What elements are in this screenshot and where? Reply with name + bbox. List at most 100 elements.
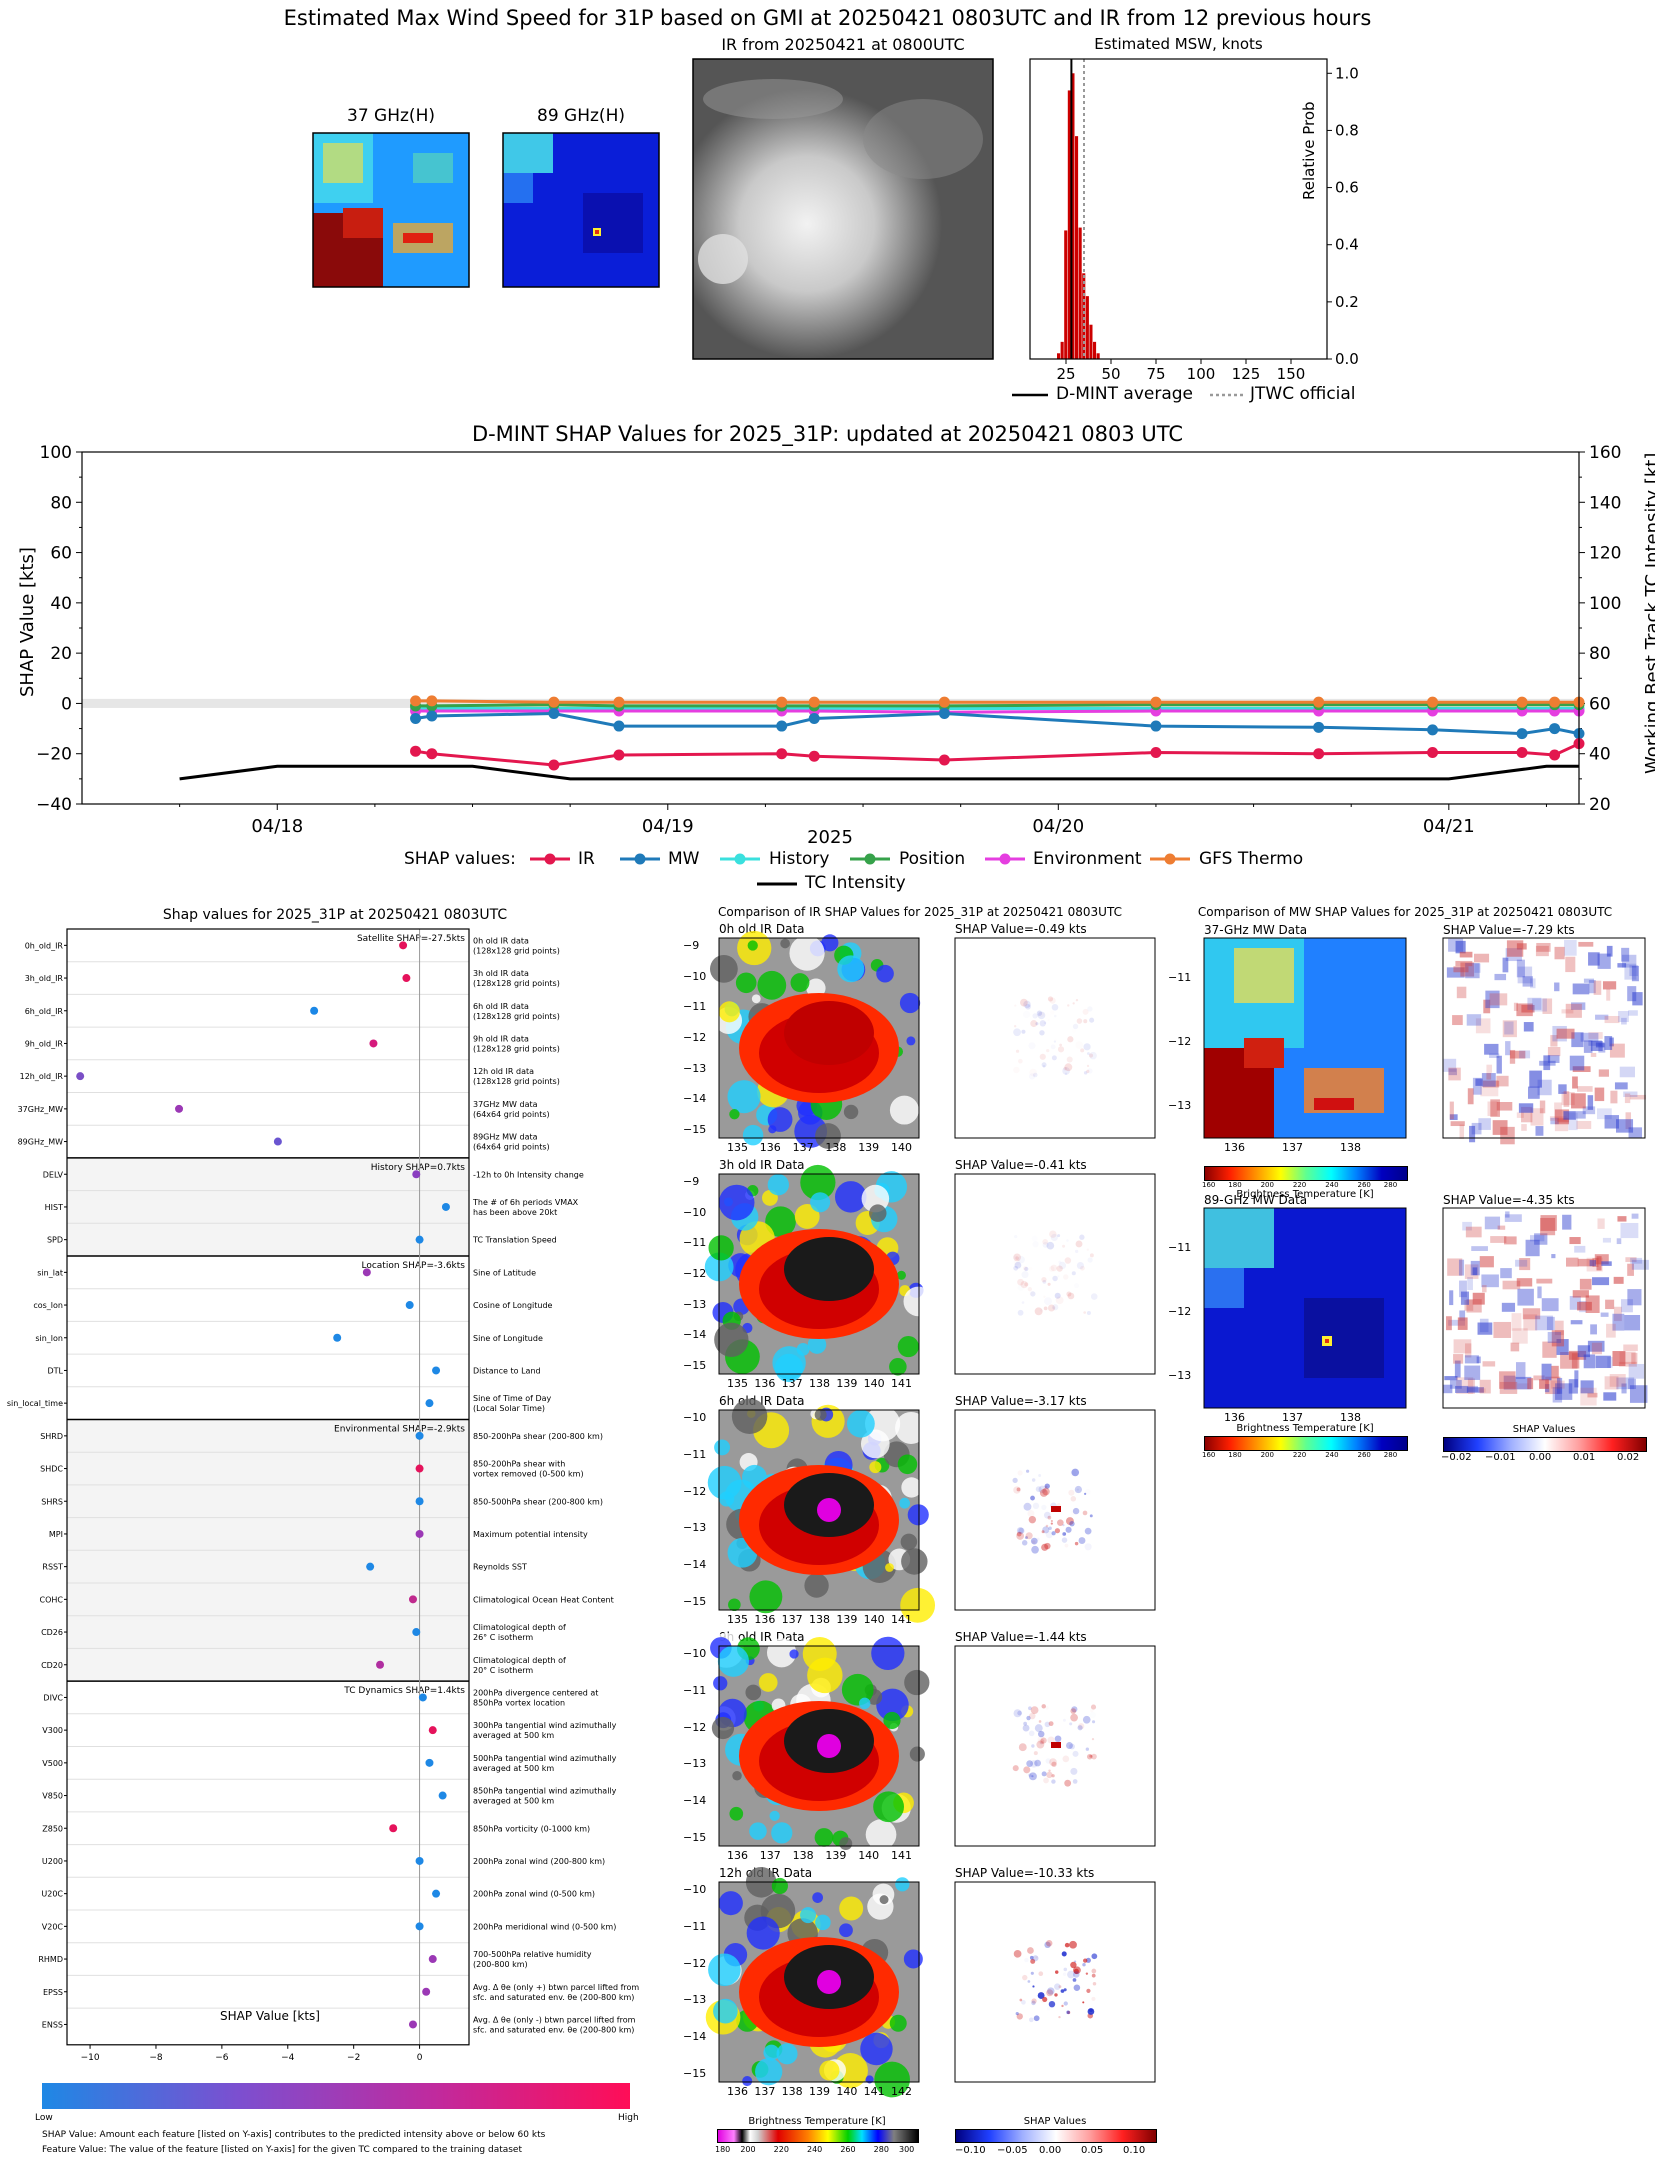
mw-shap-blob [1503, 1375, 1516, 1390]
mw-shap-blob [1612, 1351, 1626, 1367]
shap-speck [1065, 1544, 1069, 1548]
shap-speck [1023, 1266, 1028, 1271]
mw-shap-blob [1471, 1122, 1482, 1135]
shap-speck [1030, 1020, 1038, 1028]
shap-speck [1041, 1062, 1047, 1068]
ir-xtick-label: 139 [825, 1849, 847, 1862]
shap-speck [1071, 1706, 1078, 1713]
ir-cb-tick: 260 [840, 2145, 856, 2154]
shap-speck [1080, 1265, 1085, 1271]
shap-speck [1042, 1241, 1049, 1248]
bar-xtick-label: −2 [347, 2053, 360, 2063]
shap-speck [1047, 1304, 1055, 1312]
mw-shap-blob [1510, 1050, 1526, 1059]
ir-ytick-label: −12 [683, 1267, 707, 1280]
feature-point [415, 1922, 424, 1931]
mw-shap-blob [1536, 942, 1551, 952]
shap-speck [1028, 1515, 1037, 1524]
ir-cloud [889, 1095, 919, 1125]
mw-shap-blob [1532, 998, 1547, 1012]
feature-desc: 500hPa tangential wind azimuthally [473, 1754, 617, 1763]
mw-shap-blob [1632, 992, 1643, 1006]
mw-shap-blob [1505, 948, 1522, 962]
ir-cloud [865, 2075, 874, 2084]
feature-desc: sfc. and saturated env. θe (200-800 km) [473, 1993, 634, 2002]
ir-cloud [767, 1107, 793, 1132]
shap-frame [954, 1173, 1156, 1375]
y-left-tick-label: 40 [50, 594, 72, 614]
mw-shap-blob [1536, 1278, 1553, 1284]
ir-image-3 [708, 1632, 930, 1851]
mw-xtick-label: 137 [1282, 1411, 1303, 1424]
shap-speck [1018, 1743, 1027, 1752]
feature-point [415, 1856, 424, 1865]
mw-shap-blob [1541, 1298, 1559, 1312]
shap-speck [1064, 1257, 1072, 1264]
mw-shap-blob [1564, 939, 1577, 956]
mw-shap-blob [1450, 1121, 1465, 1127]
shap-ylabel-left: SHAP Value [kts] [17, 547, 38, 697]
mw-region [1234, 948, 1294, 1003]
series-point-mw [1516, 728, 1528, 740]
shap-speck [1089, 1017, 1095, 1023]
shap-speck [1039, 1030, 1045, 1036]
ir-ytick-label: −11 [683, 1000, 707, 1014]
hist-ytick-label: 0.8 [1335, 121, 1359, 139]
shap-speck [1022, 1974, 1028, 1981]
mw-shap-blob [1449, 1379, 1462, 1389]
mw-shap-blob [1572, 1290, 1589, 1298]
feature-point [175, 1104, 184, 1113]
feature-desc: 850hPa vorticity (0-1000 km) [473, 1824, 590, 1833]
ir-row-title: 0h old IR Data [719, 922, 805, 936]
mw-shap-blob [1467, 1088, 1474, 1105]
shap-speck [1063, 1988, 1067, 1992]
series-point-gfs-thermo [548, 696, 560, 708]
shap-speck [1031, 1744, 1035, 1748]
mw-shap-blob [1629, 1094, 1646, 1100]
mw-shap-blob [1496, 1055, 1502, 1074]
feature-name: 3h_old_IR [25, 974, 64, 983]
shap-speck [1070, 1713, 1078, 1722]
mw-shap-blob [1496, 1075, 1509, 1087]
mw-shap-blob [1583, 1040, 1593, 1053]
feature-desc: 850-200hPa shear (200-800 km) [473, 1432, 603, 1441]
ir-cloud [714, 1322, 749, 1357]
feature-desc: Sine of Time of Day [473, 1394, 552, 1403]
y-right-tick-label: 60 [1589, 694, 1611, 714]
shap-speck [1086, 1310, 1091, 1316]
shap-speck [1063, 1066, 1067, 1071]
shap-speck [1037, 1992, 1045, 1999]
shap-speck [1045, 1531, 1053, 1539]
mw-shap-blob [1479, 1256, 1494, 1268]
shap-speck [1013, 1486, 1021, 1494]
mw-shap-blob [1550, 1117, 1559, 1125]
shap-speck [1036, 1740, 1045, 1749]
shap-speck [1091, 1953, 1098, 1960]
shap-speck [1013, 1709, 1022, 1718]
ir-cloud [800, 1907, 817, 1924]
mw-region [1314, 1098, 1354, 1110]
shap-speck [1035, 1486, 1042, 1493]
mw-shap-blob [1459, 1124, 1465, 1139]
mw-shap-blob [1619, 1066, 1635, 1078]
ir-shap-row-title: SHAP Value=-0.41 kts [955, 1158, 1087, 1172]
bar-xlabel: SHAP Value [kts] [220, 2009, 320, 2023]
mw-shap-blob [1506, 940, 1524, 957]
mw-shap-blob [1602, 981, 1617, 990]
mw-shap-blob [1446, 1316, 1452, 1331]
mw-shap-blob [1620, 1222, 1639, 1239]
mw-shap-blob [1592, 1277, 1610, 1286]
shap-speck [1075, 1041, 1083, 1049]
shap-speck [1017, 1710, 1023, 1716]
mw-shap-blob [1582, 1106, 1596, 1115]
mw-shap-blob [1571, 1002, 1586, 1010]
shap-speck [1047, 2007, 1050, 2010]
series-point-ir [808, 750, 820, 762]
mw-shap-blob [1485, 990, 1500, 1009]
feature-point [432, 1889, 441, 1898]
mw-shap-cb-ticks: −0.02 −0.01 0.00 0.01 0.02 [1441, 1452, 1645, 1464]
mw-shap-blob [1455, 960, 1473, 967]
ir-cb-tick: 200 [740, 2145, 756, 2154]
shap-speck [1050, 1522, 1053, 1525]
ir-cloud [807, 1335, 827, 1354]
